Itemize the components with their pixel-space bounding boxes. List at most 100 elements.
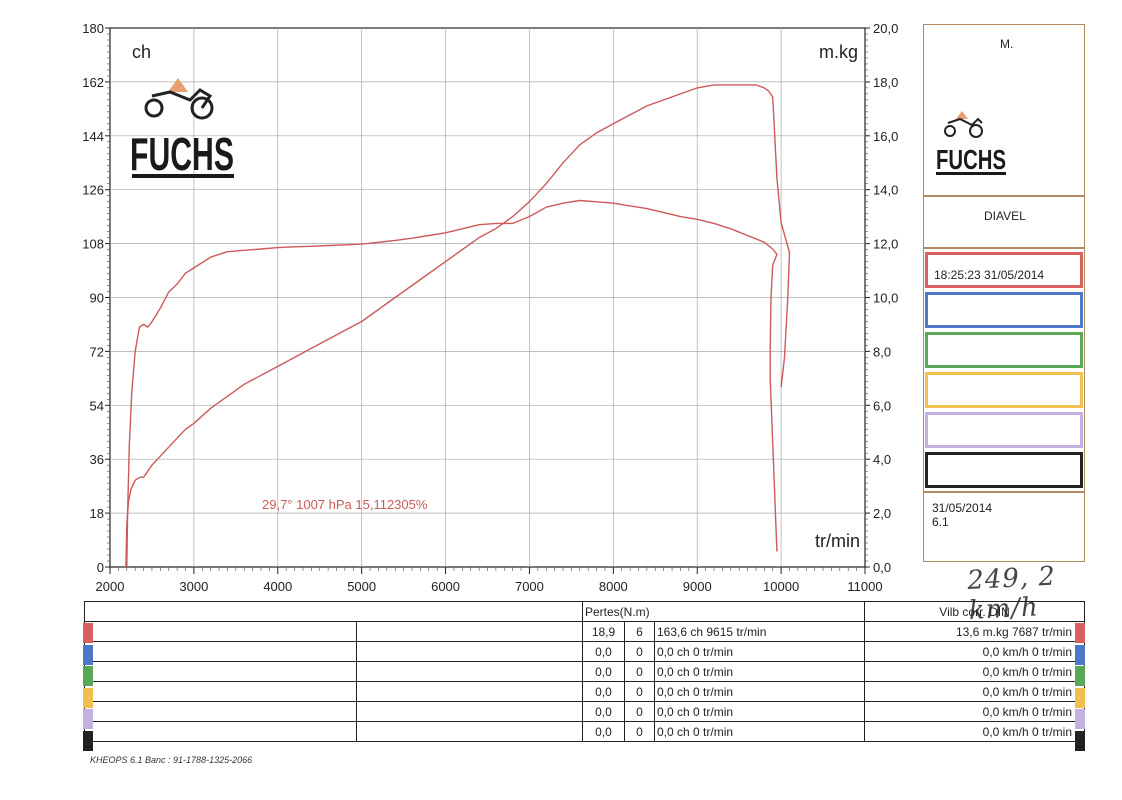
- right-tick-label: 18,0: [873, 75, 898, 90]
- run-slot-5[interactable]: [925, 412, 1083, 448]
- software-version: 6.1: [932, 515, 949, 529]
- left-tick-label: 54: [90, 398, 104, 413]
- run-name-cell: [84, 681, 357, 702]
- axis-ticks: [105, 27, 870, 574]
- x-tick-label: 4000: [263, 579, 292, 594]
- max-power-cell: 163,6 ch 9615 tr/min: [653, 621, 866, 642]
- left-tick-label: 162: [82, 75, 104, 90]
- row-color-swatch-left: [83, 666, 93, 686]
- x-tick-label: 2000: [96, 579, 125, 594]
- x-tick-label: 10000: [763, 579, 799, 594]
- max-torque-cell: 0,0 km/h 0 tr/min: [864, 661, 1086, 682]
- runs-panel: [923, 248, 1085, 492]
- run-name-cell: [84, 641, 357, 662]
- loss-index-cell: 0: [624, 641, 655, 662]
- left-tick-label: 72: [90, 344, 104, 359]
- right-tick-label: 2,0: [873, 506, 891, 521]
- run-slot-4[interactable]: [925, 372, 1083, 408]
- max-power-cell: 0,0 ch 0 tr/min: [653, 641, 866, 662]
- max-power-cell: 0,0 ch 0 tr/min: [653, 661, 866, 682]
- right-tick-label: 20,0: [873, 21, 898, 36]
- right-tick-label: 8,0: [873, 344, 891, 359]
- table-row: 0,0 0 0,0 ch 0 tr/min 0,0 km/h 0 tr/min: [84, 661, 1086, 682]
- x-tick-label: 3000: [179, 579, 208, 594]
- loss-index-cell: 0: [624, 701, 655, 722]
- dyno-chart: 0 0,0 18 2,0 36 4,0 54 6,0 72 8,0 90 10,0 108 12,0 126…: [82, 21, 898, 594]
- max-torque-cell: 0,0 km/h 0 tr/min: [864, 681, 1086, 702]
- run-date: 31/05/2014: [932, 501, 993, 515]
- left-tick-label: 36: [90, 452, 104, 467]
- results-table: Pertes(N.m) Vilb corr. DIN 18,9 6 163,6 ch…: [84, 601, 1086, 742]
- loss-value-cell: 0,0: [582, 661, 625, 682]
- row-color-swatch-left: [83, 709, 93, 729]
- run-name-cell: [84, 721, 357, 742]
- row-color-swatch-left: [83, 644, 93, 665]
- loss-value-cell: 0,0: [582, 681, 625, 702]
- x-tick-label: 9000: [683, 579, 712, 594]
- right-unit-label: m.kg: [819, 42, 858, 62]
- max-torque-cell: 0,0 km/h 0 tr/min: [864, 721, 1086, 742]
- row-color-swatch-right: [1075, 687, 1085, 708]
- date-panel: 31/05/2014 6.1: [923, 492, 1085, 562]
- torque-curve: [126, 199, 778, 568]
- right-tick-label: 14,0: [873, 183, 898, 198]
- run-info-cell: [356, 721, 583, 742]
- logo-text: FUCHS: [130, 128, 234, 180]
- left-tick-label: 0: [97, 560, 104, 575]
- max-torque-cell: 0,0 km/h 0 tr/min: [864, 641, 1086, 662]
- table-header-row: Pertes(N.m) Vilb corr. DIN: [84, 601, 1086, 622]
- left-tick-label: 180: [82, 21, 104, 36]
- row-color-swatch-right: [1075, 644, 1085, 665]
- max-torque-cell: 0,0 km/h 0 tr/min: [864, 701, 1086, 722]
- run-info-cell: [356, 701, 583, 722]
- x-tick-label: 6000: [431, 579, 460, 594]
- max-power-cell: 0,0 ch 0 tr/min: [653, 681, 866, 702]
- curves: [125, 84, 791, 568]
- x-tick-label: 5000: [347, 579, 376, 594]
- right-tick-label: 6,0: [873, 398, 891, 413]
- loss-value-cell: 0,0: [582, 721, 625, 742]
- run-slot-6[interactable]: [925, 452, 1083, 488]
- max-power-cell: 0,0 ch 0 tr/min: [653, 701, 866, 722]
- fuchs-logo: FUCHS: [130, 78, 234, 180]
- right-tick-label: 16,0: [873, 129, 898, 144]
- grid: [109, 27, 866, 568]
- weather-annotation: 29,7° 1007 hPa 15,112305%: [262, 497, 428, 512]
- x-tick-label: 8000: [599, 579, 628, 594]
- left-tick-label: 90: [90, 291, 104, 306]
- table-row: 18,9 6 163,6 ch 9615 tr/min 13,6 m.kg 7687 …: [84, 621, 1086, 642]
- run-name-cell: [84, 661, 357, 682]
- vilb-header: Vilb corr. DIN: [864, 601, 1086, 622]
- loss-value-cell: 0,0: [582, 701, 625, 722]
- table-row: 0,0 0 0,0 ch 0 tr/min 0,0 km/h 0 tr/min: [84, 701, 1086, 722]
- left-tick-label: 108: [82, 237, 104, 252]
- run-name-cell: [84, 621, 357, 642]
- row-color-swatch-right: [1075, 709, 1085, 729]
- loss-value-cell: 0,0: [582, 641, 625, 662]
- run-slot-1[interactable]: 18:25:23 31/05/2014: [925, 252, 1083, 288]
- left-tick-label: 144: [82, 129, 104, 144]
- table-row: 0,0 0 0,0 ch 0 tr/min 0,0 km/h 0 tr/min: [84, 641, 1086, 662]
- tick-labels: 0 0,0 18 2,0 36 4,0 54 6,0 72 8,0 90 10,0 108 12,0 126…: [82, 21, 898, 594]
- operator-name: M.: [1000, 37, 1014, 51]
- run-slot-3[interactable]: [925, 332, 1083, 368]
- operator-panel: M. FUCHS: [923, 24, 1085, 196]
- table-row: 0,0 0 0,0 ch 0 tr/min 0,0 km/h 0 tr/min: [84, 721, 1086, 742]
- loss-index-cell: 6: [624, 621, 655, 642]
- right-tick-label: 0,0: [873, 560, 891, 575]
- row-color-swatch-right: [1075, 730, 1085, 751]
- run-info-cell: [356, 641, 583, 662]
- run-info-cell: [356, 621, 583, 642]
- row-color-swatch-left: [83, 687, 93, 708]
- left-tick-label: 18: [90, 506, 104, 521]
- run-info-cell: [356, 661, 583, 682]
- right-tick-label: 4,0: [873, 452, 891, 467]
- row-color-swatch-left: [83, 730, 93, 751]
- row-color-swatch-left: [83, 623, 93, 643]
- run-slot-1-label: 18:25:23 31/05/2014: [934, 268, 1045, 282]
- fuchs-logo-small: FUCHS: [936, 111, 1006, 175]
- x-unit-label: tr/min: [815, 531, 860, 551]
- run-slot-2[interactable]: [925, 292, 1083, 328]
- footer-text: KHEOPS 6.1 Banc : 91-1788-1325-2066: [90, 755, 253, 765]
- loss-index-cell: 0: [624, 681, 655, 702]
